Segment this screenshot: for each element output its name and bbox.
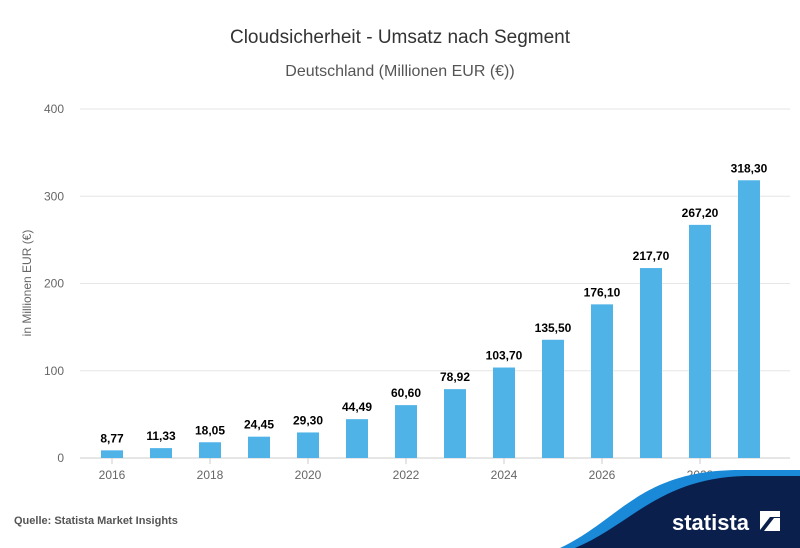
statista-logo: statista <box>560 470 800 548</box>
bar <box>297 432 319 458</box>
bar <box>493 367 515 458</box>
y-axis-label: in Millionen EUR (€) <box>20 230 34 337</box>
x-tick-label: 2022 <box>393 468 420 482</box>
chart-subtitle: Deutschland (Millionen EUR (€)) <box>285 63 515 80</box>
bar <box>150 448 172 458</box>
y-tick-label: 300 <box>44 189 64 203</box>
y-tick-label: 200 <box>44 277 64 291</box>
x-tick-label: 2026 <box>589 468 616 482</box>
bar <box>444 389 466 458</box>
data-label: 60,60 <box>391 386 421 400</box>
data-label: 8,77 <box>100 431 124 445</box>
bar <box>101 450 123 458</box>
data-label: 267,20 <box>682 206 719 220</box>
data-label: 24,45 <box>244 418 274 432</box>
data-label: 318,30 <box>731 161 768 175</box>
data-label: 135,50 <box>535 321 572 335</box>
x-tick-label: 2016 <box>99 468 126 482</box>
source-note: Quelle: Statista Market Insights <box>14 515 178 527</box>
bar <box>640 268 662 458</box>
svg-text:statista: statista <box>672 510 750 535</box>
y-tick-label: 100 <box>44 364 64 378</box>
bar <box>591 304 613 458</box>
x-tick-label: 2020 <box>295 468 322 482</box>
y-tick-label: 400 <box>44 102 64 116</box>
data-label: 44,49 <box>342 400 372 414</box>
x-tick-label: 2024 <box>491 468 518 482</box>
statista-logo-icon <box>760 511 780 531</box>
bar <box>346 419 368 458</box>
bar <box>542 339 564 458</box>
bar <box>395 405 417 458</box>
data-label: 11,33 <box>146 429 176 443</box>
chart-title: Cloudsicherheit - Umsatz nach Segment <box>229 27 571 48</box>
data-label: 217,70 <box>633 249 670 263</box>
bar <box>248 436 270 458</box>
data-label: 29,30 <box>293 413 323 427</box>
x-tick-label: 2018 <box>197 468 224 482</box>
bar <box>738 180 760 458</box>
data-label: 103,70 <box>486 349 523 363</box>
data-label: 78,92 <box>440 370 470 384</box>
data-label: 176,10 <box>584 285 621 299</box>
bar <box>199 442 221 458</box>
y-tick-label: 0 <box>57 451 64 465</box>
bar <box>689 224 711 458</box>
data-label: 18,05 <box>195 423 225 437</box>
